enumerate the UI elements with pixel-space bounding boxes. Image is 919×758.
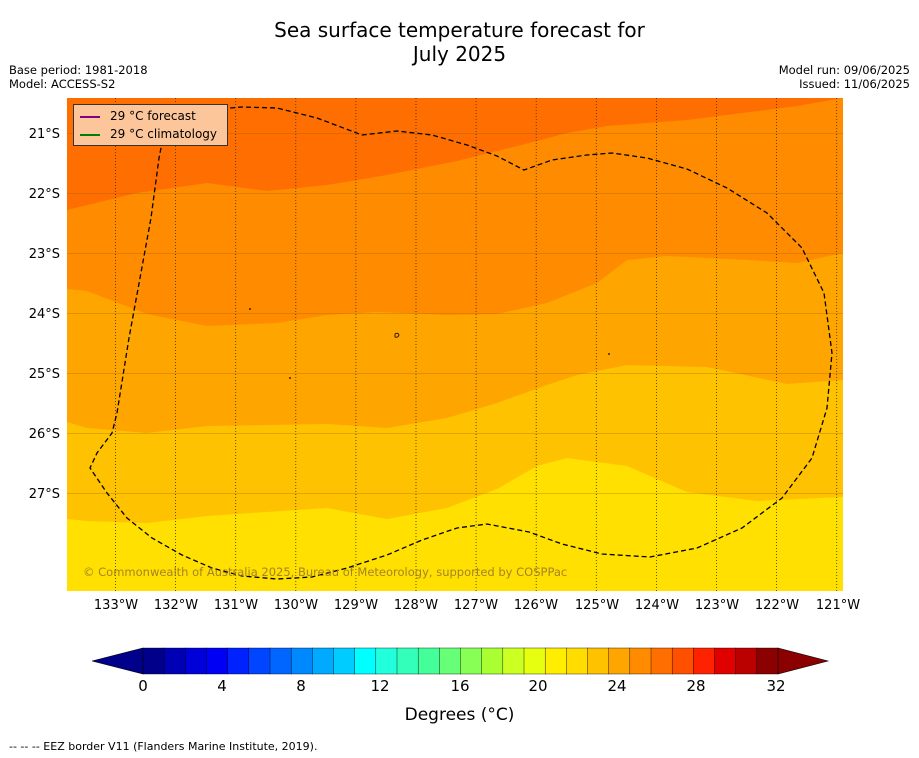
eez-border: [89, 106, 833, 580]
colorbar-segment: [735, 647, 758, 675]
title-line-2: July 2025: [412, 42, 507, 66]
lon-label: 124°W: [634, 598, 680, 613]
lat-label: 27°S: [28, 487, 60, 502]
legend-climatology-label: 29 °C climatology: [110, 127, 218, 141]
colorbar-segment: [333, 647, 356, 675]
lon-label: 121°W: [815, 598, 861, 613]
climatology-line-swatch: [80, 133, 100, 136]
island: [394, 332, 400, 338]
colorbar-tick: 8: [296, 677, 306, 695]
colorbar-segment: [417, 647, 440, 675]
colorbar-tick: 28: [686, 677, 706, 695]
issued-date: Issued: 11/06/2025: [799, 77, 910, 91]
colorbar-segment: [227, 647, 250, 675]
lon-label: 133°W: [93, 598, 139, 613]
colorbar: [91, 647, 830, 675]
colorbar-segment: [460, 647, 483, 675]
eez-footnote: -- -- -- EEZ border V11 (Flanders Marine…: [9, 740, 318, 753]
lon-label: 129°W: [333, 598, 379, 613]
colorbar-segment: [502, 647, 525, 675]
colorbar-segment: [248, 647, 271, 675]
legend-forecast: 29 °C forecast: [80, 108, 196, 124]
colorbar-segment: [185, 647, 208, 675]
map-title: Sea surface temperature forecast for Jul…: [0, 18, 919, 66]
meta-right: Model run: 09/06/2025 Issued: 11/06/2025: [779, 63, 910, 91]
map-legend: 29 °C forecast 29 °C climatology: [73, 104, 228, 146]
model-name: Model: ACCESS-S2: [9, 77, 116, 91]
colorbar-segment: [163, 647, 186, 675]
copyright-notice: © Commonwealth of Australia 2025, Bureau…: [83, 565, 568, 579]
colorbar-segment: [671, 647, 694, 675]
band-24-25: [67, 458, 843, 591]
colorbar-segments: [142, 647, 779, 675]
colorbar-tick: 12: [370, 677, 390, 695]
colorbar-min-extension: [91, 647, 144, 675]
colorbar-tick: 32: [766, 677, 786, 695]
island: [289, 377, 291, 379]
lon-label: 131°W: [213, 598, 259, 613]
island: [249, 308, 251, 310]
lat-label: 26°S: [28, 427, 60, 442]
colorbar-segment: [693, 647, 715, 675]
colorbar-segment: [756, 647, 779, 675]
lat-label: 23°S: [28, 247, 60, 262]
gridlines: [115, 98, 838, 591]
island: [608, 353, 610, 355]
colorbar-segment: [523, 647, 546, 675]
colorbar-segment: [354, 647, 377, 675]
lat-label: 25°S: [28, 367, 60, 382]
model-run: Model run: 09/06/2025: [778, 63, 910, 77]
meta-left: Base period: 1981-2018 Model: ACCESS-S2: [9, 63, 148, 91]
colorbar-segment: [608, 647, 631, 675]
colorbar-tick: 16: [450, 677, 470, 695]
base-period: Base period: 1981-2018: [9, 63, 148, 77]
colorbar-segment: [587, 647, 610, 675]
colorbar-segment: [566, 647, 589, 675]
lon-label: 132°W: [153, 598, 199, 613]
colorbar-tick: 0: [138, 677, 148, 695]
lat-label: 24°S: [28, 307, 60, 322]
colorbar-tick: 4: [217, 677, 227, 695]
lat-label: 21°S: [28, 127, 60, 142]
colorbar-segment: [269, 647, 292, 675]
colorbar-segment: [290, 647, 313, 675]
colorbar-segment: [206, 647, 229, 675]
colorbar-segment: [650, 647, 673, 675]
lon-label: 128°W: [393, 598, 439, 613]
colorbar-segment: [714, 647, 737, 675]
lon-label: 126°W: [513, 598, 559, 613]
sst-map: [67, 98, 843, 591]
colorbar-segment: [312, 647, 334, 675]
colorbar-segment: [481, 647, 504, 675]
colorbar-max-extension: [777, 647, 830, 675]
lat-label: 22°S: [28, 187, 60, 202]
colorbar-units: Degrees (°C): [404, 705, 515, 725]
lon-label: 123°W: [694, 598, 740, 613]
colorbar-segment: [629, 647, 652, 675]
colorbar-segment: [544, 647, 567, 675]
colorbar-segment: [142, 647, 165, 675]
lon-label: 127°W: [453, 598, 499, 613]
colorbar-segment: [439, 647, 462, 675]
forecast-line-swatch: [80, 115, 100, 118]
legend-forecast-label: 29 °C forecast: [110, 109, 196, 123]
colorbar-segment: [396, 647, 419, 675]
legend-climatology: 29 °C climatology: [80, 126, 217, 142]
colorbar-segment: [375, 647, 398, 675]
lon-label: 122°W: [754, 598, 800, 613]
title-line-1: Sea surface temperature forecast for: [274, 18, 645, 42]
colorbar-tick: 24: [607, 677, 627, 695]
lon-label: 130°W: [273, 598, 319, 613]
lon-label: 125°W: [574, 598, 620, 613]
colorbar-tick: 20: [528, 677, 548, 695]
